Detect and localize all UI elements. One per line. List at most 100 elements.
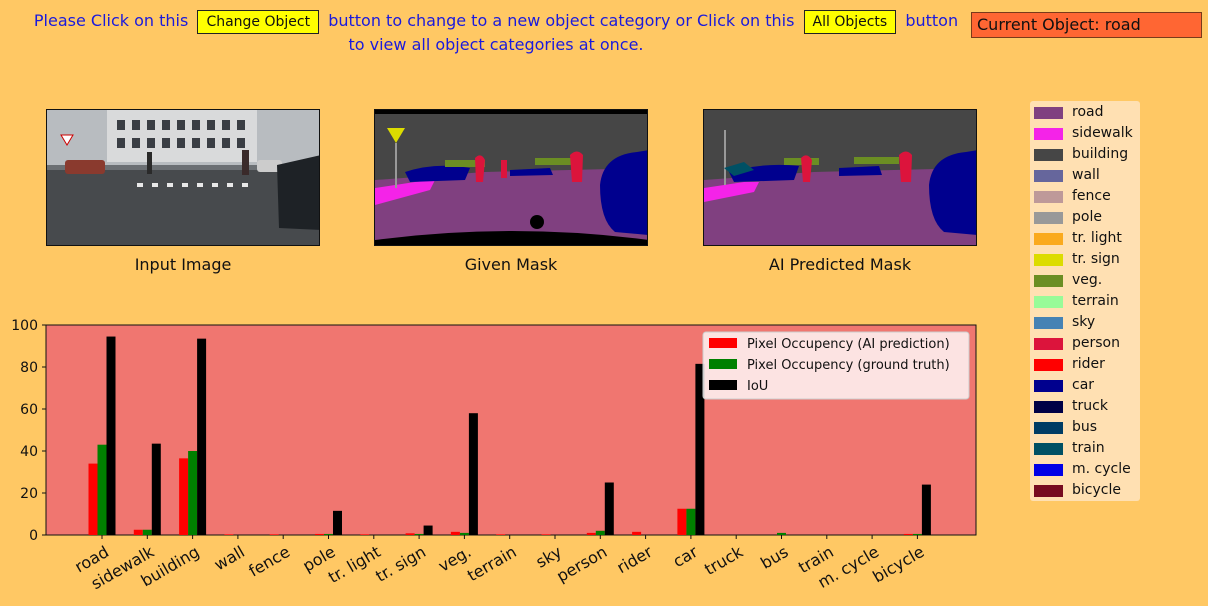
chart-legend [702,331,970,400]
bar [496,534,506,535]
class-legend-label: train [1072,440,1105,456]
instruction-text-3: button [905,11,959,30]
y-tick-label: 100 [11,318,38,334]
x-tick-label: tr. sign [372,542,429,586]
x-tick-label: car [670,542,702,571]
bar [423,525,433,535]
class-color-swatch [1034,338,1063,350]
instructions: Please Click on this Change Object butto… [0,10,992,55]
class-legend-label: m. cycle [1072,461,1131,477]
x-tick-label: wall [211,542,248,574]
x-tick-label: terrain [464,542,520,585]
bar [586,532,596,535]
class-legend-label: veg. [1072,272,1103,288]
bar [224,534,234,535]
bar [133,529,143,535]
predicted-mask [703,109,977,246]
chart-legend-swatch [709,380,737,390]
bar [97,444,107,535]
input-image [46,109,320,246]
instruction-text-4: to view all object categories at once. [348,35,644,54]
bar [405,533,415,535]
current-object-display: Current Object: road [971,12,1202,38]
y-tick-label: 60 [20,402,38,418]
class-legend-label: truck [1072,398,1108,414]
class-color-legend: road sidewalk building wall fence pole tr. lig… [1030,101,1140,501]
x-tick-label: person [553,542,610,586]
bar [106,336,116,535]
instruction-text-1: Please Click on this [33,11,189,30]
all-objects-button[interactable]: All Objects [803,10,897,34]
class-color-swatch [1034,128,1063,140]
class-color-swatch [1034,359,1063,371]
class-color-swatch [1034,443,1063,455]
bar [604,482,614,535]
bar [450,531,460,535]
chart-legend-label: Pixel Occupency (AI prediction) [747,337,950,352]
class-color-swatch [1034,212,1063,224]
bar [333,510,342,535]
bar [414,533,424,535]
bar [595,530,605,535]
x-tick-label: bus [757,542,791,573]
y-tick-label: 0 [29,528,38,544]
chart-legend-label: Pixel Occupency (ground truth) [747,358,950,373]
bar [88,463,98,535]
bar [197,338,207,535]
class-color-swatch [1034,317,1063,329]
class-legend-label: road [1072,104,1104,120]
x-tick-label: bicycle [869,542,927,586]
class-legend-label: bus [1072,419,1098,435]
bar [324,533,333,535]
class-color-swatch [1034,233,1063,245]
bar [912,533,922,535]
x-tick-label: tr. light [325,542,384,587]
predicted-mask-label: AI Predicted Mask [768,255,912,274]
class-legend-label: sidewalk [1072,125,1133,141]
class-legend-label: tr. light [1072,230,1122,246]
bar [188,451,198,535]
class-color-swatch [1034,380,1063,392]
bar [677,508,687,535]
class-legend-label: pole [1072,209,1102,225]
class-color-swatch [1034,464,1063,476]
bar [151,443,161,535]
bar [468,413,478,535]
class-color-swatch [1034,107,1063,119]
bar [315,533,324,535]
class-legend-label: wall [1072,167,1100,183]
given-mask [374,109,648,246]
bar [269,534,279,535]
bar [459,532,469,535]
class-color-swatch [1034,422,1063,434]
class-color-swatch [1034,275,1063,287]
bar [921,484,931,535]
change-object-button[interactable]: Change Object [197,10,320,34]
given-mask-label: Given Mask [464,255,558,274]
class-color-swatch [1034,149,1063,161]
x-tick-label: rider [614,542,656,577]
bar [142,529,152,535]
class-color-swatch [1034,296,1063,308]
bar [541,534,551,535]
class-legend-label: car [1072,377,1095,393]
bar [695,363,705,535]
class-color-swatch [1034,191,1063,203]
class-legend-label: terrain [1072,293,1119,309]
bar [777,532,786,535]
input-image-label: Input Image [134,255,232,274]
y-tick-label: 40 [20,444,38,460]
x-tick-label: truck [701,542,747,579]
class-color-swatch [1034,401,1063,413]
class-legend-label: fence [1072,188,1111,204]
bar [686,508,696,535]
chart-legend-swatch [709,359,737,369]
class-legend-label: building [1072,146,1129,162]
x-tick-label: fence [245,542,293,581]
class-color-swatch [1034,170,1063,182]
class-legend-label: sky [1072,314,1096,330]
bar [360,534,370,535]
class-legend-label: bicycle [1072,482,1121,498]
bar [903,533,913,535]
